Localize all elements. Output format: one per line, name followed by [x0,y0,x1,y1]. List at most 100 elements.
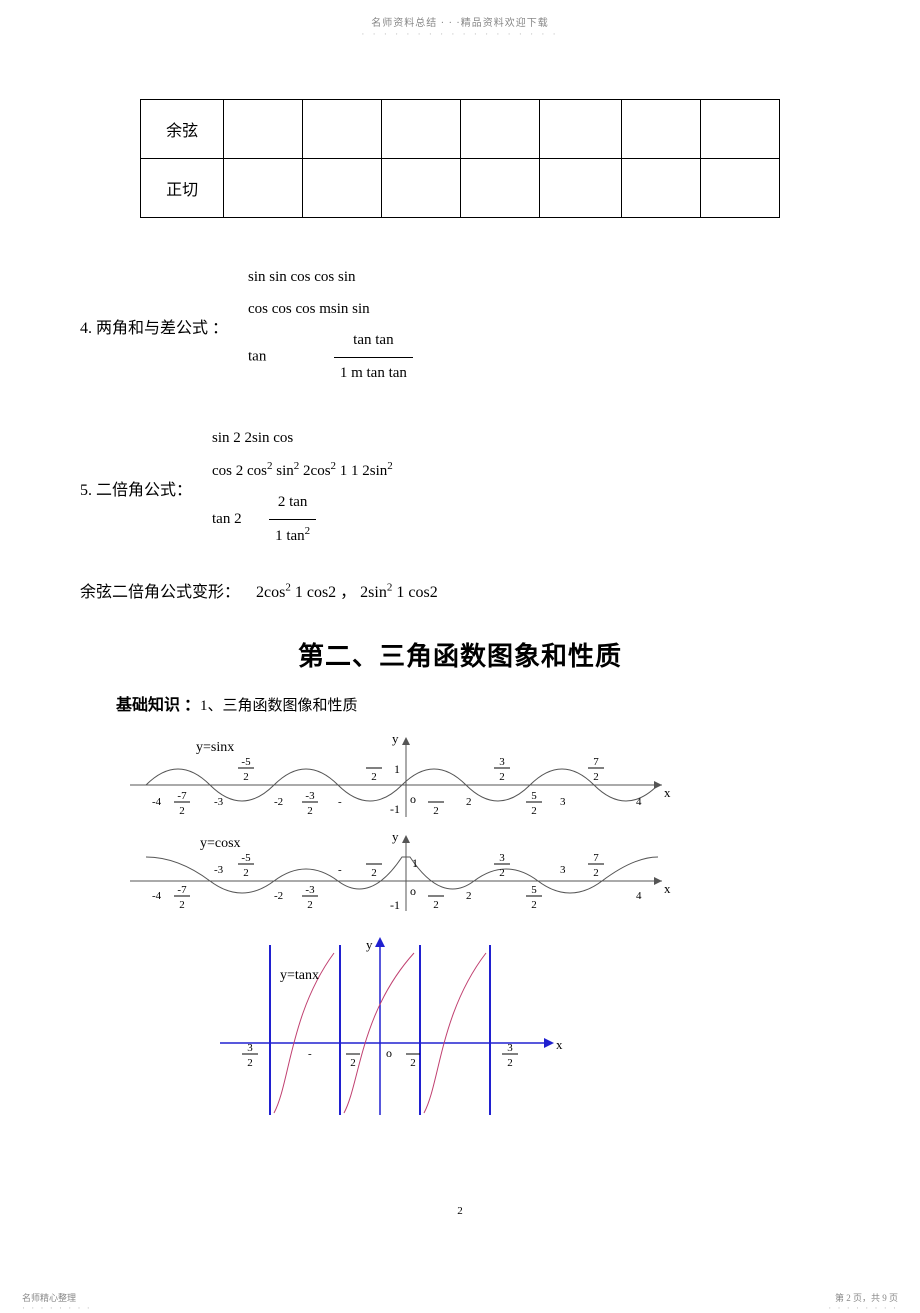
tick-m3-2-d: 2 [307,805,313,817]
tan-label: y=tanx [280,968,319,983]
tick-p7-2-d: 2 [593,771,599,783]
y-minus-1: -1 [390,802,400,816]
table-cell [701,100,780,159]
formula4-frac-num: tan tan [334,325,413,358]
f5-l2-d: 1 1 2sin [336,463,387,479]
sup-2: 2 [305,525,311,537]
tan-plot-svg: y=tanx y x o 3 2 - 2 2 3 2 [210,933,570,1123]
formula6-label: 余弦二倍角公式变形： [80,584,240,601]
tick-p3-2-d: 2 [507,1057,513,1069]
tick-m3-2-d: 2 [247,1057,253,1069]
formula4-fraction: tan tan 1 m tan tan [334,325,413,389]
tick-m5-2-n: -5 [241,852,251,864]
y-axis-label: y [392,829,399,844]
formula5-line2: cos 2 cos2 sin2 2cos2 1 1 2sin2 [212,455,393,488]
tick-p7-2-n: 7 [593,852,599,864]
tick-p4: 4 [636,796,642,808]
tick-m3-2-n: -3 [305,790,315,802]
f5-frac-den: 1 tan2 [269,520,316,553]
formula5-fraction: 2 tan 1 tan2 [269,487,316,552]
table-cell [460,100,539,159]
tick-m3: -3 [214,864,224,876]
x-axis-label: x [556,1037,563,1052]
table-cell [303,159,382,218]
header-top-text: 名师资料总结 · · ·精品资料欢迎下载 [0,0,920,29]
table-cell [622,100,701,159]
formula5-line3: tan 2 2 tan 1 tan2 [212,487,393,552]
sub-bold: 基础知识 ： [116,697,200,714]
tick-m7-2-d: 2 [179,805,185,817]
sin-plot-svg: y=sinx y x o 1 -1 -5 2 2 3 2 7 2 -4 -7 2… [116,725,676,829]
tick-m1-2-d: 2 [371,867,377,879]
f5-l2-a: cos 2 cos [212,463,267,479]
table-cell [381,159,460,218]
tick-p4: 4 [636,890,642,902]
x-axis-label: x [664,881,671,896]
origin-label: o [410,792,416,806]
tick-p3-2-d: 2 [499,771,505,783]
tick-m2: -2 [274,796,283,808]
table-cell [224,100,303,159]
formula5-label: 5. 二倍角公式： [80,476,192,500]
tick-m: - [338,864,342,876]
tick-p7-2-n: 7 [593,756,599,768]
sin-plot-wrap: y=sinx y x o 1 -1 -5 2 2 3 2 7 2 -4 -7 2… [116,725,840,829]
formula4-line1: sin sin cos cos sin [248,262,413,294]
tick-m3-2-d: 2 [307,899,313,911]
table-cell [460,159,539,218]
tick-p3-2-n: 3 [499,852,505,864]
formula4-line2: cos cos cos msin sin [248,294,413,326]
y-plus-1: 1 [412,856,418,870]
formula4-frac-den: 1 m tan tan [334,358,413,390]
tick-p5-2-d: 2 [531,805,537,817]
y-axis-label: y [366,937,373,952]
row-label-tan: 正切 [141,159,224,218]
tick-p5-2-d: 2 [531,899,537,911]
tick-p3: 3 [560,796,566,808]
tick-p1-2-d: 2 [433,899,439,911]
tick-m3-2-n: 3 [247,1042,253,1054]
table-cell [622,159,701,218]
formula4-body: sin sin cos cos sin cos cos cos msin sin… [248,262,413,389]
tick-m3: -3 [214,796,224,808]
tick-p2: 2 [466,796,472,808]
footer-dots-left: · · · · · · · · [22,1303,92,1313]
section-2-title: 第二、三角函数图象和性质 [80,636,840,673]
sup-2: 2 [387,460,393,472]
tick-m7-2-d: 2 [179,899,185,911]
table-cell [701,159,780,218]
origin-label: o [386,1046,392,1060]
tick-p3-2-n: 3 [507,1042,513,1054]
formula4-line3: tan tan tan 1 m tan tan [248,325,413,389]
tick-m4: -4 [152,796,162,808]
formula4-label: 4. 两角和与差公式 ： [80,314,228,338]
f6-b: 1 cos2 ， 2sin [291,584,387,601]
f5-l2-c: 2cos [299,463,330,479]
table-cell [539,100,622,159]
f5-den-a: 1 tan [275,528,305,544]
tick-m7-2-n: -7 [177,884,187,896]
f6-c: 1 cos2 [392,584,437,601]
cos-label: y=cosx [200,836,241,851]
sin-label: y=sinx [196,740,234,755]
tick-p3: 3 [560,864,566,876]
formula5-line1: sin 2 2sin cos [212,423,393,455]
tick-m1: - [308,1048,312,1060]
tick-p3-2-d: 2 [499,867,505,879]
tick-p1-2-d: 2 [433,805,439,817]
tick-m3-2-n: -3 [305,884,315,896]
tick-m1-2-d: 2 [371,771,377,783]
row-label-cos: 余弦 [141,100,224,159]
y-minus-1: -1 [390,898,400,912]
table-cell [381,100,460,159]
page-number: 2 [0,1205,920,1217]
sub-light: 1、三角函数图像和性质 [200,698,358,714]
tick-m7-2-n: -7 [177,790,187,802]
y-plus-1: 1 [394,762,400,776]
table-cell [224,159,303,218]
tick-p3-2-n: 3 [499,756,505,768]
tick-m5-2-d: 2 [243,771,249,783]
y-axis-label: y [392,731,399,746]
cos-double-variant: 余弦二倍角公式变形： 2cos2 1 cos2 ， 2sin2 1 cos2 [80,578,840,602]
tick-p5-2-n: 5 [531,790,537,802]
